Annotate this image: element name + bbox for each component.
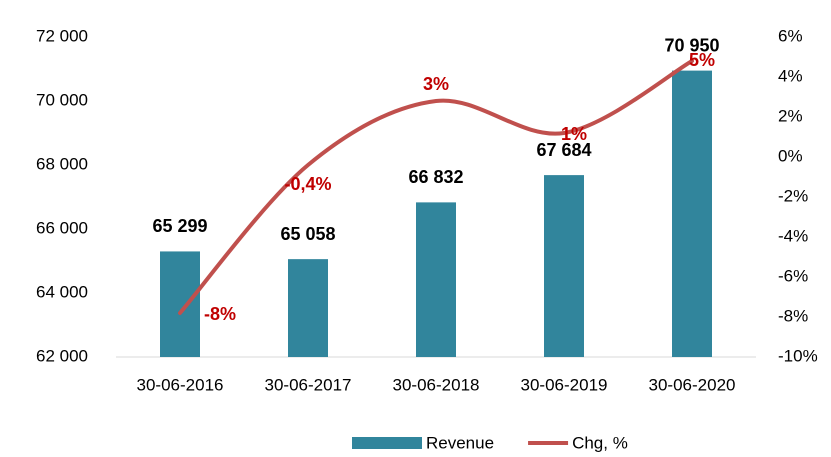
bar xyxy=(544,175,584,357)
line-value-label: 1% xyxy=(561,124,587,144)
x-tick-label: 30-06-2016 xyxy=(137,375,224,394)
x-tick-label: 30-06-2018 xyxy=(393,375,480,394)
bar xyxy=(416,202,456,357)
bar-value-label: 70 950 xyxy=(664,35,719,55)
y2-tick-label: -6% xyxy=(778,266,808,285)
bar-value-label: 65 299 xyxy=(152,216,207,236)
line-value-label: -0,4% xyxy=(284,174,331,194)
line xyxy=(178,59,694,315)
bar-value-label: 66 832 xyxy=(408,167,463,187)
y-tick-label: 66 000 xyxy=(36,218,88,237)
bar xyxy=(672,70,712,357)
y2-tick-label: 4% xyxy=(778,66,803,85)
bar-value-label: 65 058 xyxy=(280,224,335,244)
legend-swatch xyxy=(352,437,422,449)
y-tick-label: 70 000 xyxy=(36,90,88,109)
y2-tick-label: 2% xyxy=(778,106,803,125)
y2-tick-label: 0% xyxy=(778,146,803,165)
y2-tick-label: 6% xyxy=(778,26,803,45)
y-tick-label: 62 000 xyxy=(36,346,88,365)
y2-tick-label: -10% xyxy=(778,346,818,365)
line-value-label: 3% xyxy=(423,74,449,94)
y2-tick-label: -2% xyxy=(778,186,808,205)
x-tick-label: 30-06-2019 xyxy=(521,375,608,394)
x-tick-label: 30-06-2020 xyxy=(649,375,736,394)
x-tick-label: 30-06-2017 xyxy=(265,375,352,394)
line-value-label: 5% xyxy=(689,50,715,70)
legend-label: Revenue xyxy=(426,433,494,452)
bar xyxy=(160,251,200,357)
bar-value-label: 67 684 xyxy=(536,140,591,160)
bar xyxy=(288,259,328,357)
y-tick-label: 72 000 xyxy=(36,26,88,45)
y-tick-label: 64 000 xyxy=(36,282,88,301)
y2-tick-label: -8% xyxy=(778,306,808,325)
line-value-label: -8% xyxy=(204,304,236,324)
legend-label: Chg, % xyxy=(572,433,628,452)
y2-tick-label: -4% xyxy=(778,226,808,245)
y-tick-label: 68 000 xyxy=(36,154,88,173)
